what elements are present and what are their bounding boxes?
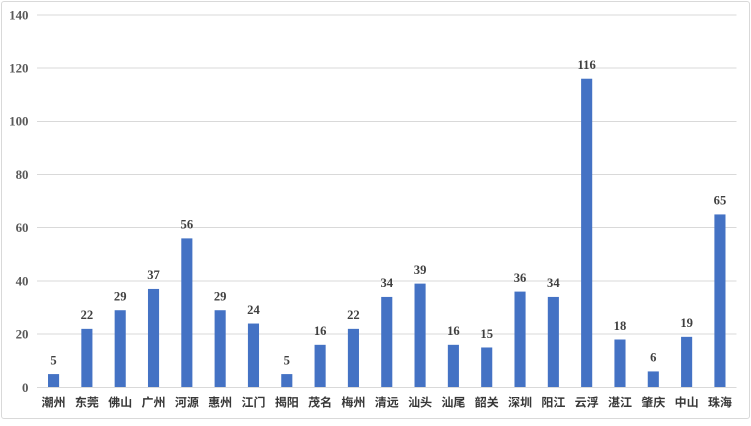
svg-text:16: 16 bbox=[447, 324, 460, 338]
svg-text:18: 18 bbox=[614, 319, 627, 333]
svg-text:19: 19 bbox=[680, 316, 693, 330]
svg-text:5: 5 bbox=[50, 353, 56, 367]
svg-text:20: 20 bbox=[16, 328, 29, 342]
svg-text:36: 36 bbox=[514, 271, 527, 285]
svg-text:120: 120 bbox=[9, 61, 28, 75]
svg-text:140: 140 bbox=[9, 8, 28, 22]
svg-text:0: 0 bbox=[22, 381, 28, 395]
svg-text:65: 65 bbox=[714, 194, 727, 208]
svg-text:34: 34 bbox=[380, 276, 393, 290]
svg-text:22: 22 bbox=[347, 308, 360, 322]
svg-text:39: 39 bbox=[414, 263, 427, 277]
svg-text:37: 37 bbox=[147, 268, 160, 282]
svg-text:40: 40 bbox=[16, 274, 29, 288]
svg-text:24: 24 bbox=[247, 303, 260, 317]
svg-text:29: 29 bbox=[214, 290, 227, 304]
svg-text:34: 34 bbox=[547, 276, 560, 290]
svg-text:60: 60 bbox=[16, 221, 29, 235]
svg-text:56: 56 bbox=[181, 218, 194, 232]
svg-text:5: 5 bbox=[284, 353, 290, 367]
svg-text:6: 6 bbox=[650, 351, 656, 365]
svg-text:22: 22 bbox=[81, 308, 94, 322]
svg-text:15: 15 bbox=[480, 327, 493, 341]
svg-text:16: 16 bbox=[314, 324, 327, 338]
svg-text:29: 29 bbox=[114, 290, 127, 304]
svg-text:100: 100 bbox=[9, 115, 28, 129]
svg-text:116: 116 bbox=[578, 58, 596, 72]
svg-text:80: 80 bbox=[16, 168, 29, 182]
